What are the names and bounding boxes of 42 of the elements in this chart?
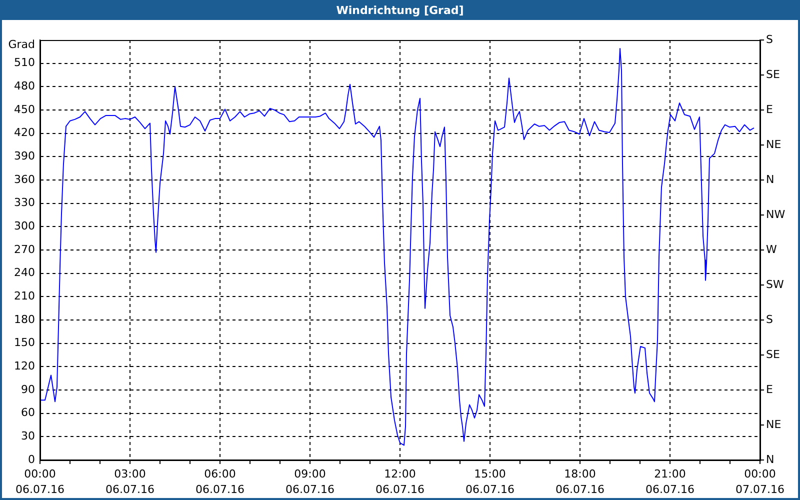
y-axis-title: Grad xyxy=(8,38,35,51)
category-label: SE xyxy=(766,68,780,81)
y-tick-label: 90 xyxy=(21,382,35,396)
x-tick-label: 18:00 06.07.16 xyxy=(556,468,604,496)
x-tick-label: 21:00 06.07.16 xyxy=(646,468,694,496)
x-tick-label: 03:00 06.07.16 xyxy=(106,468,154,496)
y-tick-label: 300 xyxy=(14,220,35,233)
y-tick-label: 0 xyxy=(28,452,35,466)
y-tick-label: 60 xyxy=(21,406,35,420)
category-label: N xyxy=(766,172,774,186)
category-label: E xyxy=(766,102,773,116)
category-label: S xyxy=(766,32,773,46)
category-label: SW xyxy=(766,278,784,291)
x-tick-label: 06:00 06.07.16 xyxy=(196,468,244,496)
category-label: N xyxy=(766,452,774,466)
y-tick-label: 270 xyxy=(14,242,35,256)
y-tick-label: 480 xyxy=(14,80,35,93)
category-label: E xyxy=(766,382,773,396)
y-tick-label: 240 xyxy=(14,266,35,280)
y-tick-label: 390 xyxy=(14,150,35,163)
y-tick-label: 150 xyxy=(14,336,35,350)
category-label: S xyxy=(766,312,773,326)
category-label: NE xyxy=(766,138,782,151)
y-tick-label: 210 xyxy=(14,290,35,303)
category-label: NW xyxy=(766,208,786,221)
y-tick-label: 30 xyxy=(21,430,35,443)
y-tick-label: 450 xyxy=(14,102,35,116)
y-tick-label: 510 xyxy=(14,56,35,70)
x-tick-label: 12:00 06.07.16 xyxy=(376,468,424,496)
y-tick-label: 330 xyxy=(14,196,35,210)
y-tick-label: 120 xyxy=(14,360,35,373)
x-tick-label: 15:00 06.07.16 xyxy=(466,468,514,496)
category-label: W xyxy=(766,242,777,256)
y-tick-label: 420 xyxy=(14,126,35,140)
x-tick-label: 00:00 07.07.16 xyxy=(736,468,784,496)
y-tick-label: 180 xyxy=(14,312,35,326)
category-label: NE xyxy=(766,418,782,431)
chart-title: Windrichtung [Grad] xyxy=(2,2,798,20)
x-tick-label: 09:00 06.07.16 xyxy=(286,468,334,496)
category-label: SE xyxy=(766,348,780,361)
y-tick-label: 360 xyxy=(14,172,35,186)
x-tick-label: 00:00 06.07.16 xyxy=(16,468,64,496)
